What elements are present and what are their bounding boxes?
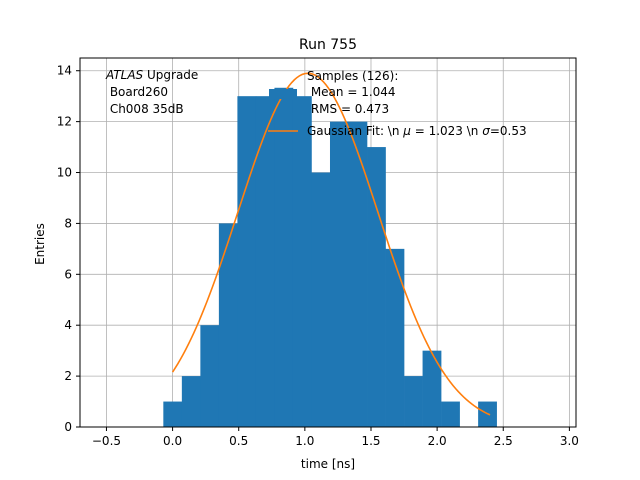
x-tick-label: 0.5 [229,434,248,448]
histogram-bars [163,87,497,428]
y-tick-label: 2 [64,369,72,383]
histogram-bar [200,325,220,427]
x-tick-label: −0.5 [92,434,121,448]
legend-fit-prefix: Gaussian Fit: \n [307,124,403,138]
axes-frame [79,57,577,428]
legend-fit-mu-value: = 1.023 \n [411,124,482,138]
histogram-bar [422,350,442,427]
atlas-annotation: ATLAS Upgrade Board260 Ch008 35dB [105,68,198,116]
histogram-bar [181,376,201,427]
y-tick-label: 4 [64,318,72,332]
histogram-bar [329,121,349,427]
histogram-bar [367,147,386,427]
histogram-bar [255,96,275,427]
legend-fit-sigma-value: =0.53 [490,124,527,138]
x-tick-label: 1.5 [361,434,380,448]
x-tick-label: 3.0 [560,434,579,448]
x-tick-label: 2.5 [494,434,513,448]
histogram-bar [274,87,294,428]
annotation-line-1: ATLAS Upgrade [105,68,198,82]
histogram-bar [348,121,368,427]
annotation-atlas: ATLAS [105,68,144,82]
x-tick-label: 1.0 [295,434,314,448]
legend-samples-rms: RMS = 0.473 [307,102,389,116]
legend-samples-title: Samples (126): [307,69,398,83]
x-tick-label: 2.0 [428,434,447,448]
annotation-channel: Ch008 35dB [106,102,184,116]
y-tick-label: 0 [64,420,72,434]
y-tick-label: 8 [64,216,72,230]
legend-fit-mu-symbol: μ [402,124,411,138]
y-tick-label: 6 [64,267,72,281]
histogram-bar [292,96,312,427]
histogram-bar [385,248,405,427]
fit-curve-group [171,72,491,416]
histogram-bar [404,376,423,427]
gaussian-fit-line [171,72,491,416]
legend-samples-mean: Mean = 1.044 [307,85,396,99]
x-axis-label: time [ns] [301,457,355,471]
histogram-bar [237,96,257,427]
y-axis-label: Entries [33,223,47,265]
annotation-upgrade: Upgrade [143,68,198,82]
legend: Samples (126): Mean = 1.044 RMS = 0.473 … [268,69,527,138]
y-tick-label: 10 [57,166,72,180]
histogram-bar [311,172,331,427]
histogram-bar [163,401,183,427]
chart-title: Run 755 [299,37,357,53]
legend-fit-sigma-symbol: σ [482,124,490,138]
y-tick-label: 12 [57,115,72,129]
histogram-bar [441,401,460,427]
x-tick-label: 0.0 [163,434,182,448]
legend-samples-swatch [269,89,297,99]
legend-fit-label: Gaussian Fit: \n μ = 1.023 \n σ=0.53 [307,124,527,138]
annotation-board: Board260 [106,85,168,99]
axes: −0.5 0.0 0.5 1.0 1.5 2.0 2.5 3.0 0 2 4 6 8 10 12 14 [57,57,579,448]
histogram-bar [218,223,238,427]
y-tick-label: 14 [57,64,72,78]
